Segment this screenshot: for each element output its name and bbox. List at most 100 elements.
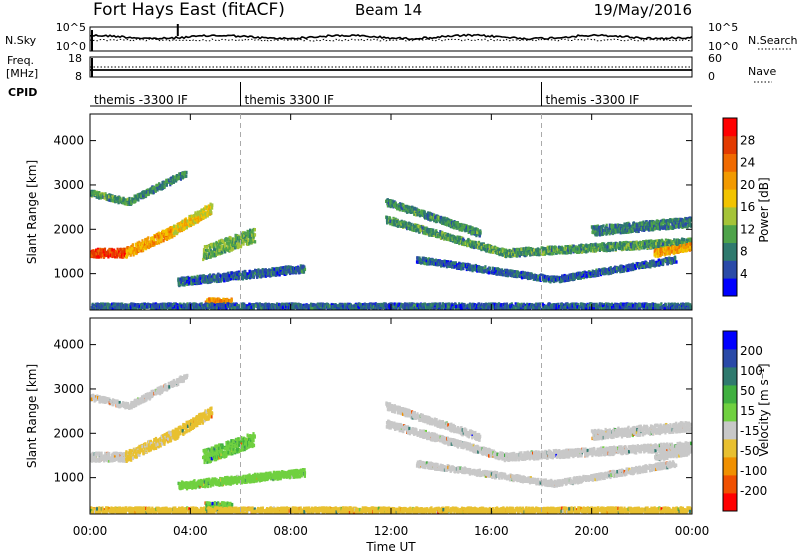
echo-cell bbox=[427, 214, 430, 218]
echo-cell bbox=[613, 269, 616, 273]
echo-cell bbox=[626, 268, 629, 273]
echo-cell bbox=[235, 237, 238, 241]
echo-cell bbox=[469, 264, 472, 268]
echo-cell bbox=[229, 236, 232, 240]
echo-cell bbox=[196, 274, 199, 279]
echo-cell bbox=[513, 248, 516, 252]
echo-cell bbox=[451, 264, 454, 268]
echo-cell bbox=[254, 268, 257, 273]
echo-cell bbox=[470, 231, 473, 235]
echo-cell bbox=[172, 179, 175, 184]
echo-cell bbox=[640, 263, 643, 267]
echo-cell bbox=[554, 245, 557, 249]
echo-cell bbox=[400, 205, 403, 209]
echo-cell bbox=[416, 213, 419, 217]
echo-cell bbox=[571, 244, 574, 248]
nsky-traces bbox=[89, 24, 693, 51]
echo-cell bbox=[138, 192, 141, 197]
echo-cell bbox=[393, 219, 397, 223]
echo-cell bbox=[254, 271, 257, 275]
echo-cell bbox=[414, 225, 417, 229]
echo-cell bbox=[467, 238, 470, 242]
echo-cell bbox=[444, 262, 447, 267]
echo-cell bbox=[155, 232, 158, 237]
echo-cell bbox=[618, 246, 621, 251]
echo-cell bbox=[508, 249, 511, 253]
echo-cell bbox=[177, 282, 180, 286]
echo-cell bbox=[137, 197, 140, 202]
echo-cell bbox=[247, 275, 250, 279]
echo-cell bbox=[240, 240, 243, 244]
echo-cell bbox=[398, 221, 401, 225]
echo-cell bbox=[495, 269, 498, 274]
echo-cell bbox=[190, 281, 193, 285]
echo-cell bbox=[118, 196, 121, 201]
echo-cell bbox=[428, 214, 431, 218]
echo-cell bbox=[175, 179, 178, 183]
echo-cell bbox=[610, 241, 613, 246]
echo-cell bbox=[520, 252, 523, 256]
echo-cell bbox=[520, 247, 523, 252]
echo-cell bbox=[436, 217, 439, 222]
echo-cell bbox=[447, 264, 450, 268]
echo-cell bbox=[583, 249, 586, 253]
echo-cell bbox=[550, 248, 554, 252]
echo-cell bbox=[227, 241, 230, 245]
echo-cell bbox=[176, 177, 179, 181]
echo-cell bbox=[661, 242, 664, 246]
echo-cell bbox=[185, 226, 188, 230]
echo-cell bbox=[386, 202, 389, 206]
echo-cell bbox=[625, 240, 628, 245]
echo-cell bbox=[165, 234, 169, 238]
echo-cell bbox=[590, 245, 593, 249]
echo-cell bbox=[116, 249, 119, 254]
echo-cell bbox=[211, 245, 214, 249]
echo-cell bbox=[202, 257, 205, 262]
echo-cell bbox=[609, 271, 612, 275]
echo-cell bbox=[165, 237, 168, 241]
echo-cell bbox=[446, 217, 449, 222]
echo-cell bbox=[512, 247, 515, 252]
echo-cell bbox=[416, 256, 419, 260]
echo-cell bbox=[108, 195, 111, 199]
echo-cell bbox=[234, 234, 237, 238]
echo-cell bbox=[161, 229, 164, 234]
echo-cell bbox=[182, 175, 185, 179]
echo-cell bbox=[427, 217, 430, 221]
echo-cell bbox=[431, 212, 434, 217]
echo-cell bbox=[164, 181, 167, 185]
power-scatter-cells bbox=[90, 170, 693, 311]
echo-cell bbox=[239, 244, 243, 249]
echo-cell bbox=[116, 247, 119, 252]
echo-cell bbox=[471, 244, 474, 248]
echo-cell bbox=[103, 253, 106, 257]
echo-cell bbox=[647, 263, 651, 267]
echo-cell bbox=[639, 244, 642, 249]
echo-cell bbox=[385, 215, 389, 220]
echo-cell bbox=[494, 267, 497, 271]
echo-cell bbox=[621, 241, 624, 246]
echo-cell bbox=[152, 190, 155, 194]
echo-cell bbox=[565, 277, 569, 282]
echo-cell bbox=[410, 225, 413, 229]
echo-cell bbox=[498, 247, 501, 252]
echo-cell bbox=[249, 274, 252, 278]
echo-cell bbox=[549, 248, 552, 253]
echo-cell bbox=[472, 264, 475, 269]
echo-cell bbox=[573, 247, 576, 251]
echo-cell bbox=[171, 178, 174, 182]
echo-cell bbox=[578, 244, 581, 248]
echo-cell bbox=[402, 224, 405, 228]
echo-cell bbox=[584, 274, 587, 278]
echo-cell bbox=[612, 248, 615, 252]
echo-cell bbox=[586, 244, 589, 249]
echo-cell bbox=[173, 175, 177, 179]
echo-cell bbox=[281, 266, 284, 270]
echo-cell bbox=[396, 220, 399, 224]
echo-cell bbox=[179, 228, 182, 232]
echo-cell bbox=[144, 242, 147, 246]
echo-cell bbox=[168, 233, 171, 237]
echo-cell bbox=[609, 248, 612, 253]
echo-cell bbox=[613, 244, 617, 248]
echo-cell bbox=[261, 271, 265, 276]
